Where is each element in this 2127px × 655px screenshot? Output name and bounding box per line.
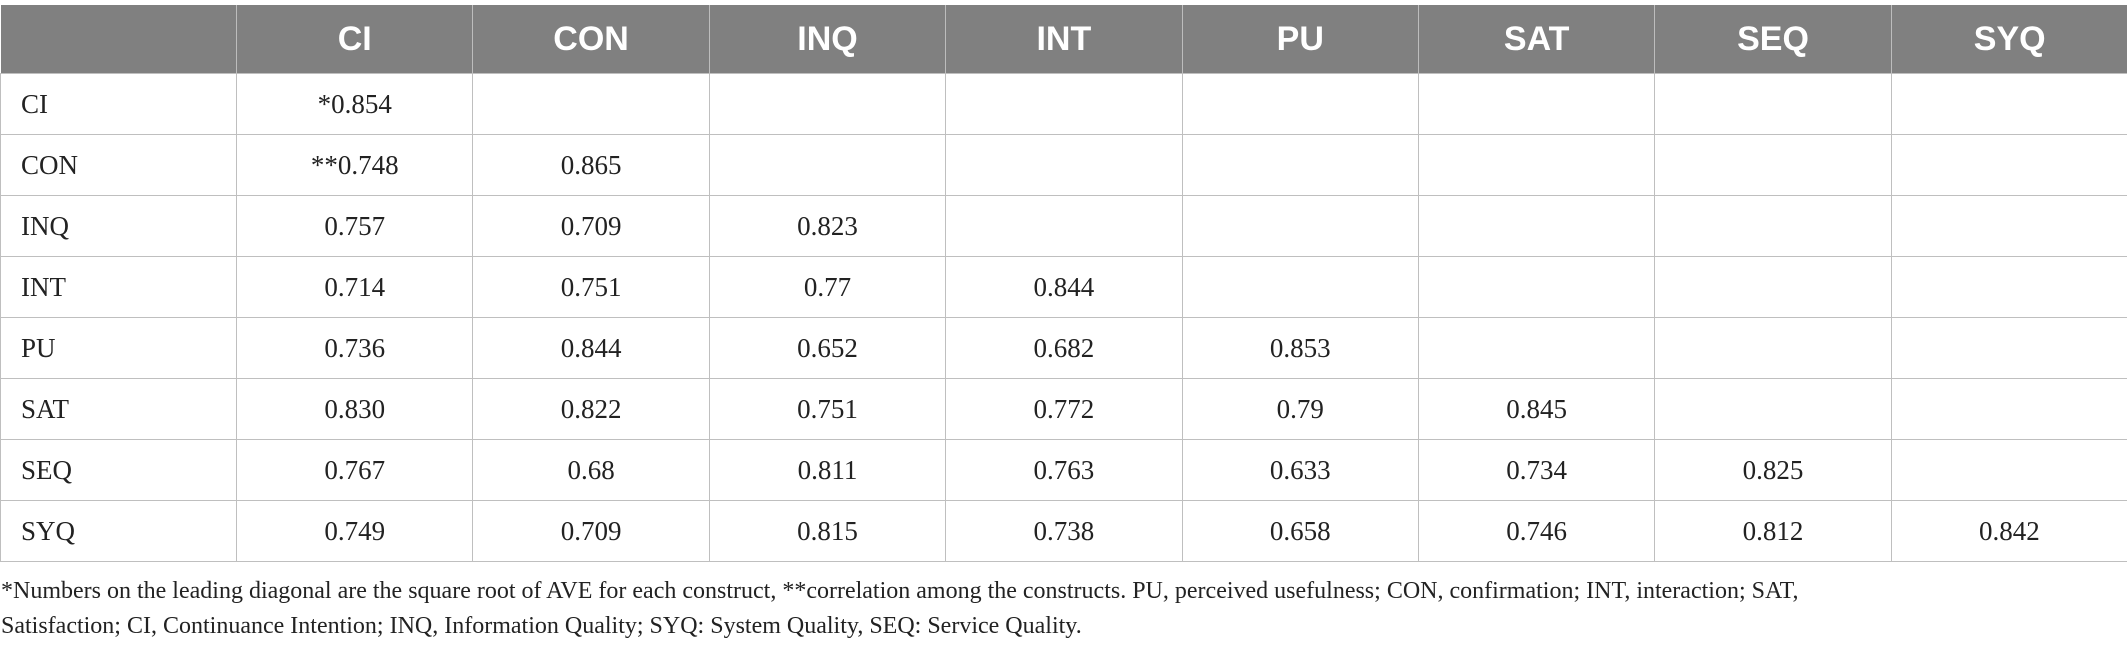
table-cell — [1654, 73, 1892, 135]
table-cell: 0.815 — [708, 500, 947, 562]
table-cell: 0.714 — [235, 256, 474, 318]
table-body: CI *0.854 CON **0.748 0.865 INQ 0.757 0.709 0.82… — [0, 73, 2127, 562]
table-cell: 0.734 — [1417, 439, 1656, 501]
header-cell-blank — [0, 5, 237, 74]
table-cell — [945, 134, 1183, 196]
row-header-cell: CI — [0, 73, 237, 135]
correlation-table-container: CI CON INQ INT PU SAT SEQ SYQ CI *0.854 CO… — [0, 5, 2127, 562]
header-cell-syq: SYQ — [1891, 5, 2127, 74]
table-cell — [472, 73, 710, 135]
row-header-cell: SEQ — [0, 439, 237, 501]
table-cell — [1890, 378, 2127, 440]
table-cell: 0.830 — [235, 378, 474, 440]
footnote-line-2: Satisfaction; CI, Continuance Intention;… — [1, 613, 1082, 639]
table-cell: 0.738 — [945, 500, 1183, 562]
table-row: SEQ 0.767 0.68 0.811 0.763 0.633 0.734 0.825 — [0, 439, 2127, 501]
table-footnote: *Numbers on the leading diagonal are the… — [1, 574, 2111, 644]
row-header-cell: SYQ — [0, 500, 237, 562]
row-header-cell: INQ — [0, 195, 237, 257]
table-cell: 0.709 — [472, 195, 710, 257]
table-row: SAT 0.830 0.822 0.751 0.772 0.79 0.845 — [0, 378, 2127, 440]
header-cell-ci: CI — [236, 5, 474, 74]
table-row: SYQ 0.749 0.709 0.815 0.738 0.658 0.746 0.812 0.… — [0, 500, 2127, 562]
table-cell: 0.812 — [1654, 500, 1892, 562]
table-cell: 0.853 — [1181, 317, 1419, 379]
table-cell: 0.757 — [235, 195, 474, 257]
header-row: CI CON INQ INT PU SAT SEQ SYQ — [0, 5, 2127, 74]
table-cell — [1417, 195, 1656, 257]
table-cell — [1417, 73, 1656, 135]
table-cell — [1654, 195, 1892, 257]
table-cell — [1890, 195, 2127, 257]
table-cell — [1654, 256, 1892, 318]
table-cell: *0.854 — [235, 73, 474, 135]
header-cell-seq: SEQ — [1654, 5, 1892, 74]
table-row: CON **0.748 0.865 — [0, 134, 2127, 196]
table-cell — [1417, 256, 1656, 318]
row-header-cell: PU — [0, 317, 237, 379]
header-cell-pu: PU — [1182, 5, 1419, 74]
table-cell — [708, 134, 947, 196]
table-cell: 0.842 — [1890, 500, 2127, 562]
table-cell: 0.749 — [235, 500, 474, 562]
table-cell — [1890, 134, 2127, 196]
table-cell: 0.736 — [235, 317, 474, 379]
table-cell: 0.77 — [708, 256, 947, 318]
table-cell: 0.767 — [235, 439, 474, 501]
table-cell: 0.751 — [708, 378, 947, 440]
table-cell: **0.748 — [235, 134, 474, 196]
table-cell — [708, 73, 947, 135]
table-row: PU 0.736 0.844 0.652 0.682 0.853 — [0, 317, 2127, 379]
table-cell — [1890, 73, 2127, 135]
correlation-table: CI CON INQ INT PU SAT SEQ SYQ CI *0.854 CO… — [0, 5, 2127, 562]
table-header: CI CON INQ INT PU SAT SEQ SYQ — [0, 5, 2127, 74]
table-cell — [1890, 317, 2127, 379]
row-header-cell: SAT — [0, 378, 237, 440]
table-row: CI *0.854 — [0, 73, 2127, 135]
table-cell: 0.845 — [1417, 378, 1656, 440]
header-cell-int: INT — [945, 5, 1183, 74]
table-cell — [1181, 134, 1419, 196]
table-cell: 0.652 — [708, 317, 947, 379]
table-cell: 0.844 — [472, 317, 710, 379]
row-header-cell: INT — [0, 256, 237, 318]
table-cell: 0.811 — [708, 439, 947, 501]
table-cell: 0.825 — [1654, 439, 1892, 501]
table-cell: 0.822 — [472, 378, 710, 440]
table-cell — [945, 73, 1183, 135]
table-cell — [1181, 73, 1419, 135]
table-cell — [945, 195, 1183, 257]
table-cell: 0.865 — [472, 134, 710, 196]
table-cell — [1890, 439, 2127, 501]
table-cell — [1654, 134, 1892, 196]
header-cell-inq: INQ — [709, 5, 947, 74]
table-cell: 0.68 — [472, 439, 710, 501]
table-cell: 0.823 — [708, 195, 947, 257]
header-cell-sat: SAT — [1418, 5, 1656, 74]
table-cell: 0.709 — [472, 500, 710, 562]
table-cell — [1890, 256, 2127, 318]
table-cell: 0.763 — [945, 439, 1183, 501]
table-cell: 0.746 — [1417, 500, 1656, 562]
table-cell: 0.658 — [1181, 500, 1419, 562]
table-cell — [1417, 317, 1656, 379]
table-row: INQ 0.757 0.709 0.823 — [0, 195, 2127, 257]
footnote-line-1: *Numbers on the leading diagonal are the… — [1, 578, 1799, 604]
table-cell: 0.79 — [1181, 378, 1419, 440]
header-cell-con: CON — [472, 5, 710, 74]
table-row: INT 0.714 0.751 0.77 0.844 — [0, 256, 2127, 318]
row-header-cell: CON — [0, 134, 237, 196]
table-cell: 0.844 — [945, 256, 1183, 318]
table-cell — [1417, 134, 1656, 196]
table-cell — [1654, 378, 1892, 440]
table-cell: 0.751 — [472, 256, 710, 318]
table-cell — [1181, 256, 1419, 318]
table-cell: 0.633 — [1181, 439, 1419, 501]
table-cell: 0.682 — [945, 317, 1183, 379]
table-cell — [1181, 195, 1419, 257]
table-cell: 0.772 — [945, 378, 1183, 440]
table-cell — [1654, 317, 1892, 379]
